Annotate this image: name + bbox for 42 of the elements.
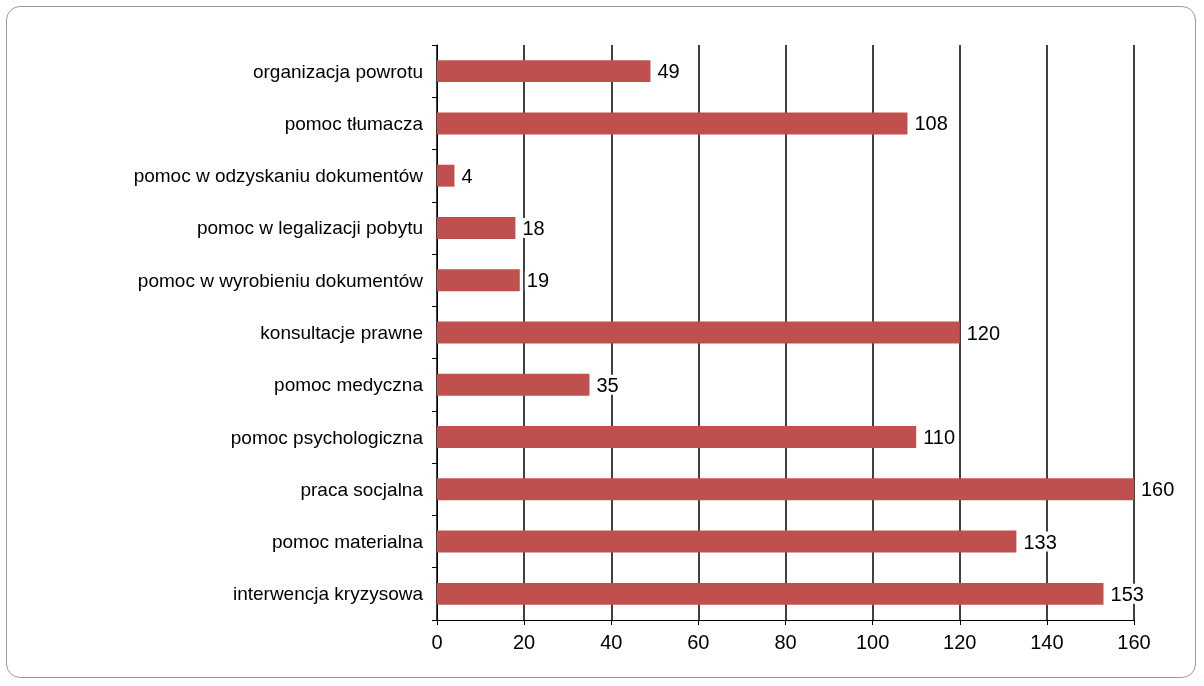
x-tick-label: 100 bbox=[855, 631, 890, 653]
data-label: 19 bbox=[526, 269, 550, 292]
x-tick-label: 80 bbox=[774, 631, 797, 653]
data-label: 4 bbox=[461, 164, 473, 187]
bar bbox=[437, 373, 590, 396]
x-tick-label: 140 bbox=[1030, 631, 1064, 653]
y-tick-label: konsultacje prawne bbox=[260, 322, 423, 343]
y-tick-label: praca socjalna bbox=[300, 478, 424, 500]
y-tick-label: interwencja kryzysowa bbox=[232, 583, 424, 605]
data-label: 110 bbox=[923, 426, 956, 449]
bar bbox=[437, 269, 520, 292]
x-tick-label: 20 bbox=[513, 631, 536, 653]
bar bbox=[437, 112, 908, 135]
x-tick-label: 40 bbox=[600, 631, 623, 653]
y-tick-label: pomoc w wyrobieniu dokumentów bbox=[137, 269, 424, 291]
y-tick-label: pomoc tłumacza bbox=[284, 112, 424, 134]
bar bbox=[437, 426, 917, 449]
bar bbox=[437, 60, 651, 83]
data-label: 35 bbox=[596, 373, 619, 396]
data-label: 108 bbox=[914, 112, 948, 135]
bar bbox=[437, 530, 1017, 553]
data-label: 133 bbox=[1023, 530, 1057, 553]
data-label: 153 bbox=[1110, 582, 1144, 605]
x-tick-label: 160 bbox=[1117, 631, 1151, 653]
y-tick-label: pomoc medyczna bbox=[274, 374, 424, 396]
y-tick-label: pomoc psychologiczna bbox=[230, 426, 424, 448]
data-label: 18 bbox=[522, 216, 545, 239]
y-tick-label: pomoc w odzyskaniu dokumentów bbox=[133, 165, 424, 187]
data-label: 160 bbox=[1141, 478, 1175, 501]
bar bbox=[437, 164, 455, 187]
y-tick-label: organizacja powrotu bbox=[252, 60, 423, 82]
y-tick-label: pomoc w legalizacji pobytu bbox=[196, 217, 423, 239]
x-tick-label: 120 bbox=[943, 631, 977, 653]
y-tick-label: pomoc materialna bbox=[271, 531, 424, 553]
bar bbox=[437, 478, 1134, 501]
bar bbox=[437, 321, 960, 344]
x-tick-label: 0 bbox=[431, 631, 443, 653]
x-tick-label: 60 bbox=[687, 631, 710, 653]
bar bbox=[437, 216, 516, 239]
bar bbox=[437, 582, 1104, 605]
data-label: 49 bbox=[657, 60, 680, 83]
data-label: 120 bbox=[966, 321, 1001, 344]
